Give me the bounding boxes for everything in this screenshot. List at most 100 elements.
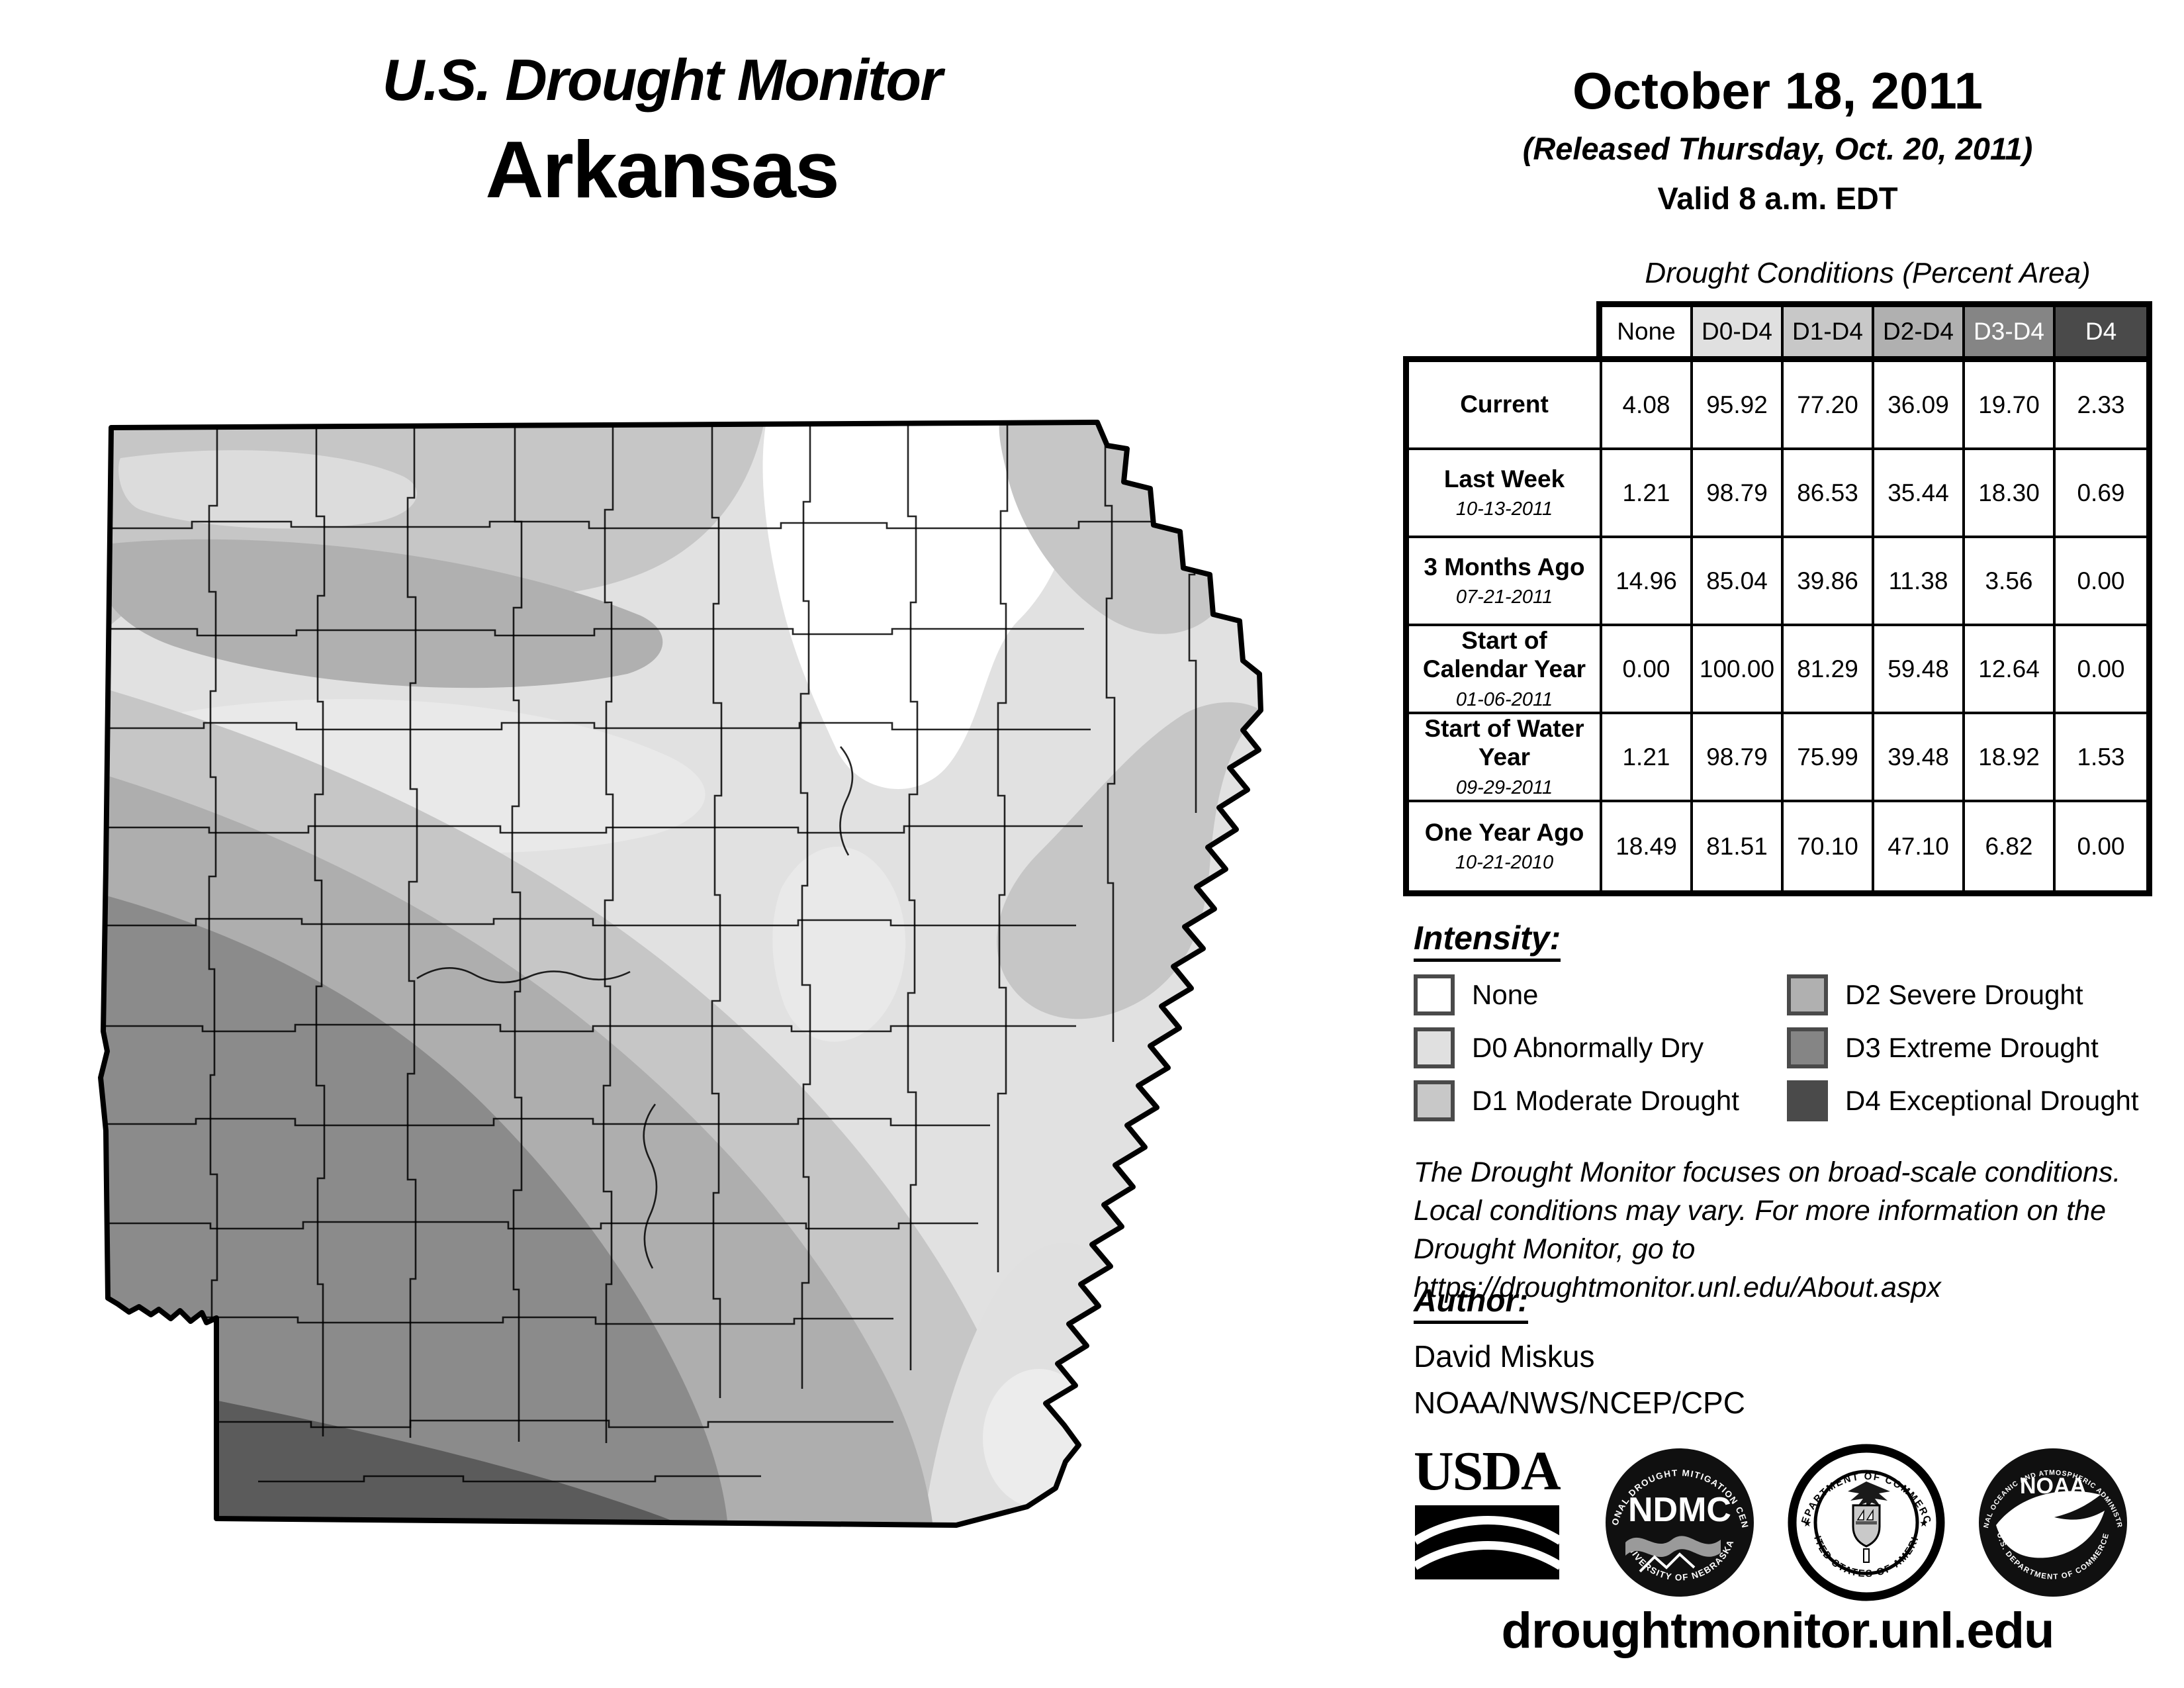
legend-item-d4: D4 Exceptional Drought: [1787, 1080, 2139, 1121]
table-cell: 6.82: [1965, 802, 2056, 890]
map-region-pale-southeast: [983, 1369, 1095, 1508]
table-header-row: None D0-D4 D1-D4 D2-D4 D3-D4 D4: [1596, 301, 2152, 362]
table-cell: 81.29: [1784, 626, 1874, 714]
table-cell: 86.53: [1784, 450, 1874, 538]
row-header: Start of Calendar Year 01-06-2011: [1409, 626, 1602, 714]
table-title: Drought Conditions (Percent Area): [1645, 257, 2091, 289]
noaa-logo-text: NOAA: [2020, 1474, 2086, 1499]
table-cell: 81.51: [1693, 802, 1784, 890]
disclaimer-text: The Drought Monitor focuses on broad-sca…: [1414, 1156, 2121, 1303]
table-cell: 1.21: [1602, 714, 1693, 802]
intensity-heading: Intensity:: [1414, 919, 1561, 962]
table-cell: 0.00: [1602, 626, 1693, 714]
row-header: Start of Water Year 09-29-2011: [1409, 714, 1602, 802]
table-cell: 18.30: [1965, 450, 2056, 538]
table-cell: 2.33: [2056, 362, 2146, 450]
table-cell: 14.96: [1602, 538, 1693, 626]
ndmc-logo-text: NDMC: [1628, 1491, 1731, 1529]
table-cell: 39.86: [1784, 538, 1874, 626]
county-boundaries: [103, 422, 1197, 1485]
table-cell: 19.70: [1965, 362, 2056, 450]
legend-item-d1: D1 Moderate Drought: [1414, 1080, 1739, 1121]
map-date: October 18, 2011: [1572, 62, 1983, 120]
legend-item-d2: D2 Severe Drought: [1787, 974, 2083, 1015]
map-region-d0-streak-nw: [118, 450, 417, 529]
legend-item-d3: D3 Extreme Drought: [1787, 1027, 2099, 1068]
drought-conditions-table: Current 4.08 95.92 77.20 36.09 19.70 2.3…: [1403, 356, 2152, 896]
map-region-d1-northeast: [999, 422, 1213, 634]
column-header-none: None: [1602, 307, 1693, 356]
arkansas-drought-map: [60, 402, 1284, 1561]
noaa-seagull: [1996, 1491, 2105, 1558]
doc-eagle: [1848, 1481, 1890, 1512]
legend-swatch-none: [1414, 974, 1455, 1015]
usda-logo-text: USDA: [1414, 1442, 1561, 1502]
table-cell: 70.10: [1784, 802, 1874, 890]
page-title: U.S. Drought Monitor: [382, 47, 943, 113]
doc-shield: [1852, 1504, 1881, 1548]
legend-swatch-d1: [1414, 1080, 1455, 1121]
title-block: U.S. Drought Monitor Arkansas: [199, 46, 1125, 216]
legend-item-none: None: [1414, 974, 1538, 1015]
table-cell: 3.56: [1965, 538, 2056, 626]
column-header-d1d4: D1-D4: [1784, 307, 1874, 356]
released-date: (Released Thursday, Oct. 20, 2011): [1522, 131, 2033, 166]
table-cell: 35.44: [1874, 450, 1965, 538]
legend-swatch-d0: [1414, 1027, 1455, 1068]
map-region-d1-east: [997, 702, 1261, 1019]
column-header-d2d4: D2-D4: [1874, 307, 1965, 356]
column-header-d3d4: D3-D4: [1965, 307, 2056, 356]
table-cell: 75.99: [1784, 714, 1874, 802]
table-cell: 0.00: [2056, 626, 2146, 714]
state-title: Arkansas: [485, 124, 839, 214]
map-region-d3-southwest: [101, 894, 728, 1525]
column-header-d0d4: D0-D4: [1693, 307, 1784, 356]
noaa-logo: NATIONAL OCEANIC AND ATMOSPHERIC ADMINIS…: [1970, 1436, 2132, 1607]
table-cell: 4.08: [1602, 362, 1693, 450]
table-cell: 36.09: [1874, 362, 1965, 450]
footer-url: droughtmonitor.unl.edu: [1501, 1603, 2055, 1659]
table-cell: 59.48: [1874, 626, 1965, 714]
usda-logo: USDA: [1412, 1440, 1563, 1607]
table-cell: 0.69: [2056, 450, 2146, 538]
legend-swatch-d3: [1787, 1027, 1828, 1068]
row-header: 3 Months Ago 07-21-2011: [1409, 538, 1602, 626]
row-header: Last Week 10-13-2011: [1409, 450, 1602, 538]
table-cell: 12.64: [1965, 626, 2056, 714]
table-cell: 18.92: [1965, 714, 2056, 802]
column-header-d4: D4: [2056, 307, 2146, 356]
table-cell: 98.79: [1693, 450, 1784, 538]
map-region-d2-north: [101, 539, 663, 688]
legend-swatch-d2: [1787, 974, 1828, 1015]
table-cell: 98.79: [1693, 714, 1784, 802]
table-cell: 85.04: [1693, 538, 1784, 626]
table-cell: 39.48: [1874, 714, 1965, 802]
map-region-d4-south: [208, 1399, 688, 1525]
date-block: October 18, 2011 (Released Thursday, Oct…: [1423, 61, 2132, 216]
valid-time: Valid 8 a.m. EDT: [1657, 181, 1898, 216]
map-region-pale-east: [772, 847, 906, 1042]
row-header: Current: [1409, 362, 1602, 450]
author-organization: NOAA/NWS/NCEP/CPC: [1414, 1385, 1745, 1420]
table-cell: 1.21: [1602, 450, 1693, 538]
map-region-none: [762, 422, 1077, 789]
doc-star-right: ★: [1919, 1518, 1928, 1529]
table-cell: 95.92: [1693, 362, 1784, 450]
legend-item-d0: D0 Abnormally Dry: [1414, 1027, 1704, 1068]
legend-swatch-d4: [1787, 1080, 1828, 1121]
table-cell: 1.53: [2056, 714, 2146, 802]
table-cell: 11.38: [1874, 538, 1965, 626]
row-header: One Year Ago 10-21-2010: [1409, 802, 1602, 890]
table-cell: 0.00: [2056, 538, 2146, 626]
table-cell: 77.20: [1784, 362, 1874, 450]
table-cell: 47.10: [1874, 802, 1965, 890]
department-of-commerce-seal: DEPARTMENT OF COMMERCE UNITED STATES OF …: [1783, 1433, 1946, 1607]
ndmc-logo: NATIONAL DROUGHT MITIGATION CENTER UNIVE…: [1596, 1434, 1759, 1607]
author-name: David Miskus: [1414, 1339, 1595, 1374]
table-cell: 18.49: [1602, 802, 1693, 890]
doc-star-left: ★: [1803, 1518, 1811, 1529]
table-cell: 0.00: [2056, 802, 2146, 890]
table-cell: 100.00: [1693, 626, 1784, 714]
author-heading: Author:: [1414, 1283, 1529, 1324]
